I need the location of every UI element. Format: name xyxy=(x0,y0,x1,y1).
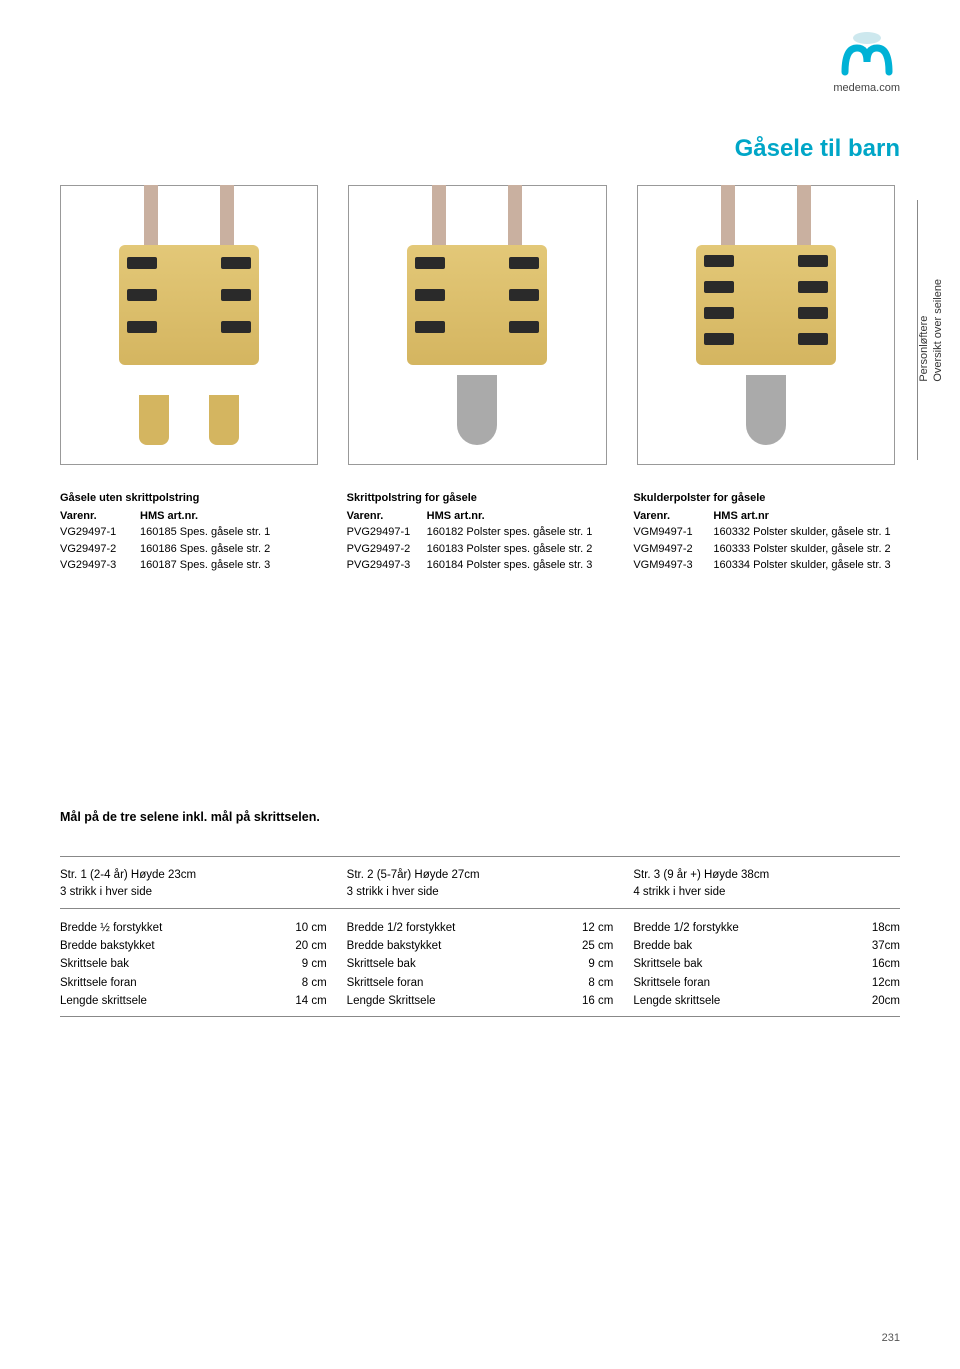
size-sub: 3 strikk i hver side xyxy=(60,884,327,901)
dim-line: Skrittsele bak9 cm xyxy=(347,955,614,973)
size-header: Str. 1 (2-4 år) Høyde 23cm xyxy=(60,867,327,884)
dim-line: Skrittsele bak16cm xyxy=(633,955,900,973)
measures-section: Str. 1 (2-4 år) Høyde 23cm 3 strikk i hv… xyxy=(60,850,900,1027)
divider xyxy=(60,908,900,909)
size-header: Str. 2 (5-7år) Høyde 27cm xyxy=(347,867,614,884)
page-title: Gåsele til barn xyxy=(735,135,900,163)
product-image-1 xyxy=(60,185,318,465)
product-table-3: Skulderpolster for gåsele Varenr. HMS ar… xyxy=(633,490,900,574)
dim-col-2: Bredde 1/2 forstykket12 cm Bredde baksty… xyxy=(347,919,614,1011)
dim-line: Bredde bakstykket20 cm xyxy=(60,937,327,955)
brand-logo: medema.com xyxy=(833,30,900,94)
size-sub: 3 strikk i hver side xyxy=(347,884,614,901)
table-row: VG29497-1160185 Spes. gåsele str. 1 xyxy=(60,524,327,541)
dim-line: Bredde 1/2 forstykket12 cm xyxy=(347,919,614,937)
page-number: 231 xyxy=(882,1332,900,1344)
dim-line: Lengde skrittsele14 cm xyxy=(60,992,327,1010)
product-image-2 xyxy=(348,185,606,465)
ptable-col1: Varenr. xyxy=(633,508,713,525)
dim-col-1: Bredde ½ forstykket10 cm Bredde bakstykk… xyxy=(60,919,327,1011)
dim-line: Skrittsele foran8 cm xyxy=(60,974,327,992)
dim-line: Bredde ½ forstykket10 cm xyxy=(60,919,327,937)
ptable-col1: Varenr. xyxy=(347,508,427,525)
side-tab-text: Personløftere Oversikt over seilene xyxy=(917,279,946,382)
side-tab-line2: Oversikt over seilene xyxy=(933,279,945,382)
size-sub: 4 strikk i hver side xyxy=(633,884,900,901)
dim-line: Bredde 1/2 forstykke18cm xyxy=(633,919,900,937)
product-image-3 xyxy=(637,185,895,465)
ptable-col2: HMS art.nr xyxy=(713,508,900,525)
measures-title: Mål på de tre selene inkl. mål på skritt… xyxy=(60,810,320,824)
table-row: VGM9497-1160332 Polster skulder, gåsele … xyxy=(633,524,900,541)
dim-line: Skrittsele foran12cm xyxy=(633,974,900,992)
dim-line: Bredde bakstykket25 cm xyxy=(347,937,614,955)
product-table-2: Skrittpolstring for gåsele Varenr. HMS a… xyxy=(347,490,614,574)
table-row: PVG29497-2160183 Polster spes. gåsele st… xyxy=(347,541,614,558)
dim-line: Bredde bak37cm xyxy=(633,937,900,955)
table-row: VGM9497-3160334 Polster skulder, gåsele … xyxy=(633,557,900,574)
logo-text: medema.com xyxy=(833,82,900,94)
table-row: PVG29497-1160182 Polster spes. gåsele st… xyxy=(347,524,614,541)
ptable-title: Gåsele uten skrittpolstring xyxy=(60,490,327,507)
divider xyxy=(60,1016,900,1017)
product-images-row xyxy=(60,185,895,465)
product-table-1: Gåsele uten skrittpolstring Varenr. HMS … xyxy=(60,490,327,574)
ptable-col2: HMS art.nr. xyxy=(427,508,614,525)
ptable-col1: Varenr. xyxy=(60,508,140,525)
dim-line: Skrittsele bak9 cm xyxy=(60,955,327,973)
side-tab: Personløftere Oversikt over seilene xyxy=(917,200,945,460)
table-row: VGM9497-2160333 Polster skulder, gåsele … xyxy=(633,541,900,558)
dim-line: Lengde Skrittsele16 cm xyxy=(347,992,614,1010)
ptable-col2: HMS art.nr. xyxy=(140,508,327,525)
table-row: PVG29497-3160184 Polster spes. gåsele st… xyxy=(347,557,614,574)
size-col-1: Str. 1 (2-4 år) Høyde 23cm 3 strikk i hv… xyxy=(60,867,327,902)
size-col-2: Str. 2 (5-7år) Høyde 27cm 3 strikk i hve… xyxy=(347,867,614,902)
table-row: VG29497-2160186 Spes. gåsele str. 2 xyxy=(60,541,327,558)
size-col-3: Str. 3 (9 år +) Høyde 38cm 4 strikk i hv… xyxy=(633,867,900,902)
table-row: VG29497-3160187 Spes. gåsele str. 3 xyxy=(60,557,327,574)
divider xyxy=(60,856,900,857)
logo-icon xyxy=(837,30,897,80)
dim-col-3: Bredde 1/2 forstykke18cm Bredde bak37cm … xyxy=(633,919,900,1011)
product-tables: Gåsele uten skrittpolstring Varenr. HMS … xyxy=(60,490,900,574)
ptable-title: Skulderpolster for gåsele xyxy=(633,490,900,507)
ptable-title: Skrittpolstring for gåsele xyxy=(347,490,614,507)
dim-line: Lengde skrittsele20cm xyxy=(633,992,900,1010)
size-header: Str. 3 (9 år +) Høyde 38cm xyxy=(633,867,900,884)
side-tab-line1: Personløftere xyxy=(918,315,930,381)
dim-line: Skrittsele foran8 cm xyxy=(347,974,614,992)
